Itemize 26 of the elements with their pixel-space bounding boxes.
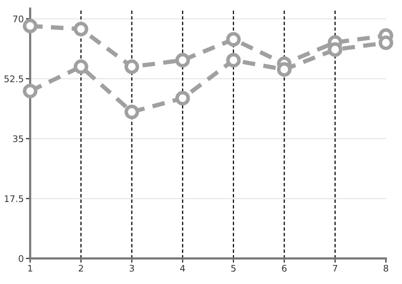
- x-tick-label: 3: [130, 264, 134, 272]
- y-tick-label: 35: [13, 135, 24, 142]
- point: [22, 18, 38, 34]
- point: [276, 62, 292, 77]
- y-tick-label: 17.5: [4, 195, 24, 202]
- point: [175, 90, 190, 106]
- point: [226, 52, 241, 68]
- y-tick-label: 0: [18, 255, 24, 262]
- x-tick-label: 4: [180, 264, 185, 272]
- point: [74, 59, 88, 74]
- y-tick-label: 70: [13, 16, 24, 22]
- point: [124, 59, 140, 74]
- x-tick-label: 2: [78, 264, 83, 272]
- point: [328, 42, 342, 57]
- point: [226, 32, 241, 47]
- x-tick-label: 7: [332, 264, 338, 272]
- point: [378, 35, 394, 50]
- x-tick-label: 1: [28, 264, 32, 272]
- y-tick-label: 52.5: [4, 75, 24, 82]
- point: [74, 22, 88, 36]
- point: [22, 84, 38, 98]
- x-tick-label: 8: [384, 264, 388, 272]
- x-tick-label: 5: [231, 264, 236, 272]
- x-tick-label: 6: [282, 264, 287, 272]
- point: [175, 52, 190, 68]
- point: [124, 104, 140, 120]
